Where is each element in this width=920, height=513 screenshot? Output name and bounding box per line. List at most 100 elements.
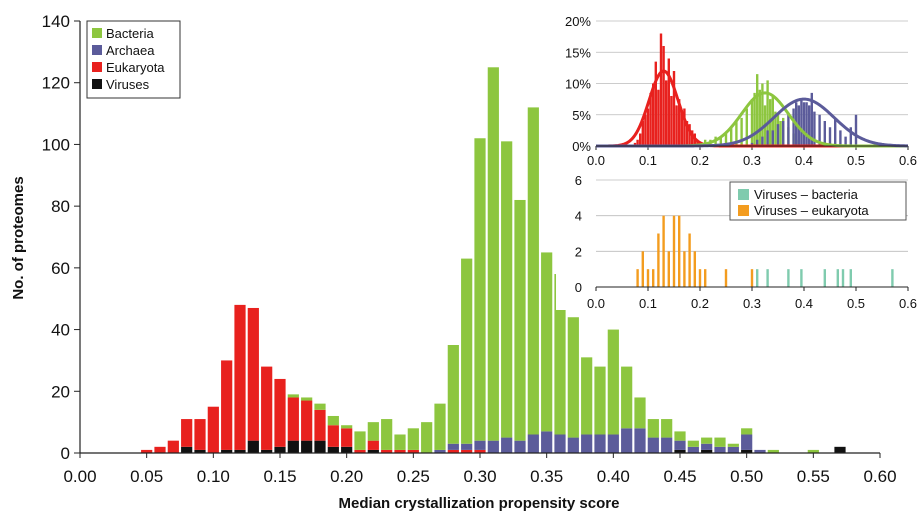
x-tick-label: 0.35: [530, 467, 563, 486]
bar-archaea: [474, 440, 486, 450]
bar-archaea: [594, 434, 606, 453]
bar-archaea: [828, 127, 832, 146]
bar-archaea: [802, 102, 806, 146]
x-tick-label: 0.5: [847, 296, 865, 311]
bar-archaea: [754, 449, 766, 453]
bar-bacteria: [381, 419, 393, 450]
x-tick-label: 0.15: [263, 467, 296, 486]
bar-eukaryota: [678, 99, 681, 147]
bar-archaea: [813, 111, 816, 147]
x-tick-label: 0.40: [597, 467, 630, 486]
bar-eukaryota: [407, 449, 419, 453]
bar-archaea: [810, 92, 813, 147]
bar-archaea: [854, 114, 858, 146]
y-tick-label: 10%: [565, 77, 591, 92]
bar-bacteria: [724, 133, 728, 146]
bar-archaea: [844, 136, 847, 147]
bar-viruses: [234, 449, 246, 453]
bar-archaea: [849, 127, 852, 146]
bar-archaea: [782, 121, 785, 146]
bar-archaea: [461, 443, 473, 450]
bar-viruses-bacteria: [841, 269, 845, 287]
x-axis-label: Median crystallization propensity score: [339, 495, 620, 512]
bar-eukaryota: [633, 142, 637, 147]
y-tick-label: 4: [575, 209, 582, 224]
y-tick-label: 80: [51, 197, 70, 216]
legend-label-viruses-bacteria: Viruses – bacteria: [754, 187, 859, 202]
legend-swatch-viruses-bacteria: [738, 189, 749, 200]
x-tick-label: 0.5: [847, 153, 865, 168]
bar-archaea: [834, 117, 837, 147]
bar-viruses-eukaryota: [704, 269, 707, 287]
bar-viruses-eukaryota: [688, 233, 691, 287]
bar-archaea: [607, 434, 619, 453]
bar-bacteria: [447, 345, 459, 444]
bar-bacteria: [607, 329, 619, 435]
bar-eukaryota: [646, 108, 650, 146]
bar-viruses-eukaryota: [646, 269, 650, 287]
bar-bacteria: [434, 403, 446, 450]
y-tick-label: 0%: [572, 139, 591, 154]
x-tick-label: 0.3: [743, 153, 761, 168]
y-tick-label: 60: [51, 259, 70, 278]
bar-bacteria: [314, 403, 326, 410]
bar-viruses: [261, 449, 273, 453]
bar-eukaryota: [639, 133, 642, 146]
x-tick-label: 0.00: [63, 467, 96, 486]
legend-box: [729, 181, 907, 221]
legend-swatch-archaea: [92, 45, 102, 55]
bar-archaea: [661, 437, 673, 453]
bar-archaea: [805, 102, 808, 146]
bar-bacteria: [581, 357, 593, 435]
bar-eukaryota: [394, 449, 406, 453]
main-legend: Bacteria Archaea Eukaryota Viruses: [86, 20, 181, 99]
bar-bacteria: [567, 317, 579, 438]
bar-eukaryota: [665, 80, 668, 147]
bar-bacteria: [661, 419, 673, 438]
y-tick-label: 6: [575, 173, 582, 188]
bar-eukaryota: [234, 304, 246, 450]
bar-viruses: [741, 449, 753, 453]
bar-archaea: [687, 446, 699, 453]
bar-archaea: [750, 142, 754, 147]
bar-bacteria: [554, 274, 566, 435]
x-tick-label: 0.50: [730, 467, 763, 486]
x-tick-label: 0.2: [691, 153, 709, 168]
bar-viruses-bacteria: [756, 269, 759, 287]
bar-bacteria: [756, 74, 759, 147]
bar-eukaryota: [672, 71, 676, 146]
bar-bacteria: [634, 397, 646, 429]
bar-eukaryota: [381, 449, 393, 453]
bar-bacteria: [761, 83, 764, 146]
bar-viruses-bacteria: [787, 269, 790, 287]
bar-eukaryota: [354, 449, 366, 453]
x-tick-label: 0.4: [795, 153, 813, 168]
bar-bacteria: [740, 117, 743, 147]
bar-viruses-bacteria: [766, 269, 769, 287]
bar-viruses-eukaryota: [636, 269, 639, 287]
bar-eukaryota: [327, 425, 339, 447]
bar-archaea: [514, 440, 526, 453]
inset-percentage-chart: 0% 5% 10% 15% 20% 0.0 0.1 0.2 0.3 0.4 0.5 0.6: [556, 10, 918, 170]
bar-bacteria: [541, 252, 553, 432]
bar-archaea: [487, 440, 499, 453]
bar-viruses-bacteria: [800, 269, 803, 287]
bar-viruses: [194, 449, 206, 453]
bar-bacteria: [501, 141, 513, 438]
bar-eukaryota: [207, 406, 219, 453]
bar-bacteria: [327, 415, 339, 426]
bar-bacteria: [727, 443, 739, 447]
bar-archaea: [447, 443, 459, 450]
x-tick-label: 0.6: [899, 153, 917, 168]
bar-eukaryota: [657, 89, 660, 146]
bar-viruses-eukaryota: [678, 215, 681, 287]
x-tick-label: 0.20: [330, 467, 363, 486]
x-tick-label: 0.55: [797, 467, 830, 486]
x-tick-label: 0.30: [463, 467, 496, 486]
x-tick-label: 0.25: [397, 467, 430, 486]
bar-eukaryota: [367, 440, 379, 450]
bar-bacteria: [474, 138, 486, 441]
bar-eukaryota: [247, 307, 259, 441]
bar-viruses: [701, 449, 713, 453]
legend-label-eukaryota: Eukaryota: [106, 60, 165, 75]
